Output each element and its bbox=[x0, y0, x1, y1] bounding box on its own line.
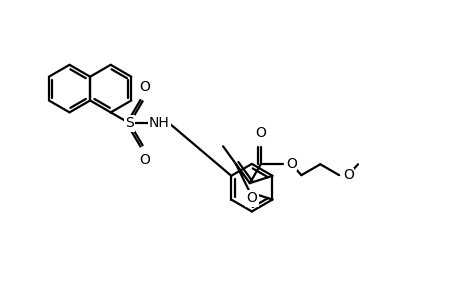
Text: NH: NH bbox=[149, 116, 170, 130]
Text: O: O bbox=[343, 168, 354, 182]
Text: O: O bbox=[255, 126, 266, 140]
Text: O: O bbox=[139, 80, 150, 94]
Text: O: O bbox=[246, 191, 257, 205]
Text: S: S bbox=[125, 116, 134, 130]
Text: O: O bbox=[139, 153, 150, 167]
Text: O: O bbox=[287, 157, 297, 171]
